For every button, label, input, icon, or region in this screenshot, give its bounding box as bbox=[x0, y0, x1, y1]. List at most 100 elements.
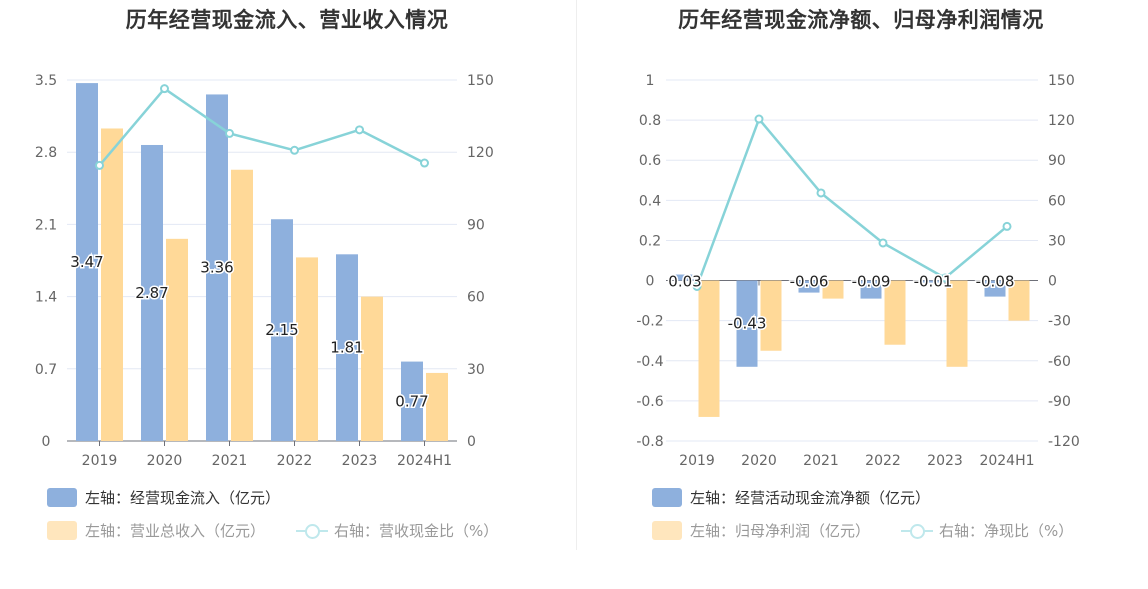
right-axis-tick-label: 30 bbox=[1048, 233, 1066, 249]
x-axis-tick-label: 2020 bbox=[147, 453, 183, 469]
left-axis-tick-label: 0.7 bbox=[35, 362, 57, 378]
right-axis-tick-label: 0 bbox=[467, 434, 476, 450]
line-point bbox=[420, 158, 429, 168]
line-point bbox=[816, 188, 826, 198]
bar-series-2 bbox=[361, 296, 383, 441]
chart-title: 历年经营现金流净额、归母净利润情况 bbox=[678, 8, 1044, 32]
line-point bbox=[355, 125, 364, 135]
bar-series-1 bbox=[401, 361, 423, 441]
bar-series-2 bbox=[101, 128, 123, 441]
right-axis-tick-label: 120 bbox=[1048, 113, 1075, 129]
left-axis-tick-label: 0.2 bbox=[639, 233, 661, 249]
bar-series-2 bbox=[760, 280, 782, 351]
right-axis-tick-label: 60 bbox=[1048, 193, 1066, 209]
right-axis-tick-label: -30 bbox=[1048, 314, 1071, 330]
left-axis-tick-label: 0 bbox=[646, 274, 655, 290]
line-point bbox=[940, 273, 950, 283]
data-label: 2.15 bbox=[265, 321, 298, 339]
line-point bbox=[225, 128, 234, 138]
chart-legend: 左轴：经营现金流入（亿元） 左轴：营业总收入（亿元） 右轴：营收现金比（%） bbox=[0, 480, 574, 570]
right-axis-tick-label: 120 bbox=[467, 145, 494, 161]
left-axis-tick-label: -0.2 bbox=[636, 314, 663, 330]
right-axis-tick-label: 60 bbox=[467, 290, 485, 306]
left-axis-tick-label: 1.4 bbox=[35, 290, 57, 306]
legend-label: 左轴：经营活动现金流净额（亿元） bbox=[690, 488, 931, 507]
left-axis-tick-label: -0.4 bbox=[636, 354, 663, 370]
bar-series-1 bbox=[984, 280, 1006, 297]
data-label: -0.08 bbox=[976, 273, 1015, 291]
left-axis-tick-label: 3.5 bbox=[35, 73, 57, 89]
legend-label: 右轴：营收现金比（%） bbox=[334, 521, 499, 540]
bar-series-2 bbox=[296, 257, 318, 441]
x-axis-tick-label: 2019 bbox=[679, 453, 715, 469]
left-axis-tick-label: 0.4 bbox=[639, 193, 661, 209]
bar-series-1 bbox=[76, 83, 98, 441]
right-axis-tick-label: 150 bbox=[467, 73, 494, 89]
data-label: 2.87 bbox=[135, 284, 168, 302]
line-point bbox=[1002, 221, 1012, 231]
data-label: -0.43 bbox=[728, 315, 767, 333]
x-axis-tick-label: 2024H1 bbox=[979, 453, 1034, 469]
data-label: 3.47 bbox=[70, 253, 103, 271]
bar-series-2 bbox=[1008, 280, 1030, 321]
bar-series-1 bbox=[141, 144, 163, 442]
bar-series-1 bbox=[206, 94, 228, 441]
right-axis-tick-label: -60 bbox=[1048, 354, 1071, 370]
legend-item-net-profit[interactable]: 左轴：归母净利润（亿元） bbox=[652, 519, 870, 541]
chart-title: 历年经营现金流入、营业收入情况 bbox=[125, 8, 449, 32]
x-axis-tick-label: 2023 bbox=[927, 453, 963, 469]
legend-swatch-blue bbox=[652, 487, 682, 507]
x-axis-tick-label: 2021 bbox=[212, 453, 248, 469]
left-axis-tick-label: 0.8 bbox=[639, 113, 661, 129]
data-label: -0.01 bbox=[914, 273, 953, 291]
line-series bbox=[695, 117, 1008, 287]
legend-item-net-ratio[interactable]: 右轴：净现比（%） bbox=[901, 519, 1073, 541]
left-axis-tick-label: 2.1 bbox=[35, 217, 57, 233]
legend-label: 左轴：归母净利润（亿元） bbox=[690, 521, 871, 540]
line-point bbox=[878, 238, 888, 248]
legend-item-net-cash-flow[interactable]: 左轴：经营活动现金流净额（亿元） bbox=[652, 486, 930, 508]
line-series bbox=[98, 87, 426, 167]
legend-item-ratio[interactable]: 右轴：营收现金比（%） bbox=[296, 519, 498, 541]
legend-item-revenue[interactable]: 左轴：营业总收入（亿元） bbox=[47, 519, 265, 541]
bar-series-1 bbox=[922, 280, 944, 283]
data-label: 3.36 bbox=[200, 259, 233, 277]
legend-line-circle-icon bbox=[296, 521, 328, 540]
x-axis-tick-label: 2022 bbox=[277, 453, 313, 469]
legend-label: 右轴：净现比（%） bbox=[939, 521, 1074, 540]
legend-swatch-orange bbox=[652, 520, 682, 540]
bar-series-2 bbox=[822, 280, 844, 299]
chart-legend: 左轴：经营活动现金流净额（亿元） 左轴：归母净利润（亿元） 右轴：净现比（%） bbox=[574, 480, 1148, 570]
line-point bbox=[290, 145, 299, 155]
right-axis-tick-label: 150 bbox=[1048, 73, 1075, 89]
right-axis-tick-label: 90 bbox=[1048, 153, 1066, 169]
bar-series-2 bbox=[946, 280, 968, 367]
bar-series-1 bbox=[798, 280, 820, 293]
legend-line-circle-icon bbox=[901, 521, 933, 540]
left-axis-tick-label: 2.8 bbox=[35, 145, 57, 161]
left-axis-tick-label: 0.6 bbox=[639, 153, 661, 169]
legend-label: 左轴：营业总收入（亿元） bbox=[85, 521, 266, 540]
bar-series-1 bbox=[736, 280, 758, 367]
line-point bbox=[160, 84, 169, 94]
right-axis-tick-label: -90 bbox=[1048, 394, 1071, 410]
bar-series-2 bbox=[698, 280, 720, 417]
right-axis-tick-label: -120 bbox=[1048, 434, 1080, 450]
legend-label: 左轴：经营现金流入（亿元） bbox=[85, 488, 281, 507]
data-label: 0.77 bbox=[395, 392, 428, 410]
bar-series-1 bbox=[336, 254, 358, 441]
right-axis-tick-label: 30 bbox=[467, 362, 485, 378]
right-axis-tick-label: 90 bbox=[467, 217, 485, 233]
bar-series-1 bbox=[271, 219, 293, 441]
data-label: 1.81 bbox=[330, 339, 363, 357]
data-label: 0.03 bbox=[668, 273, 701, 291]
chart-panel-net-cash-flow: 历年经营现金流净额、归母净利润情况 -0.8 -0.6 -0.4 -0.2 0 0.2 0.… bbox=[574, 0, 1148, 589]
panel-divider bbox=[576, 0, 577, 550]
bar-series-2 bbox=[231, 169, 253, 441]
line-point bbox=[95, 160, 104, 170]
bar-series-1 bbox=[674, 274, 696, 281]
x-axis-tick-label: 2020 bbox=[741, 453, 777, 469]
x-axis-tick-label: 2024H1 bbox=[397, 453, 452, 469]
bar-series-1 bbox=[860, 280, 882, 299]
legend-item-cash-inflow[interactable]: 左轴：经营现金流入（亿元） bbox=[47, 486, 280, 508]
